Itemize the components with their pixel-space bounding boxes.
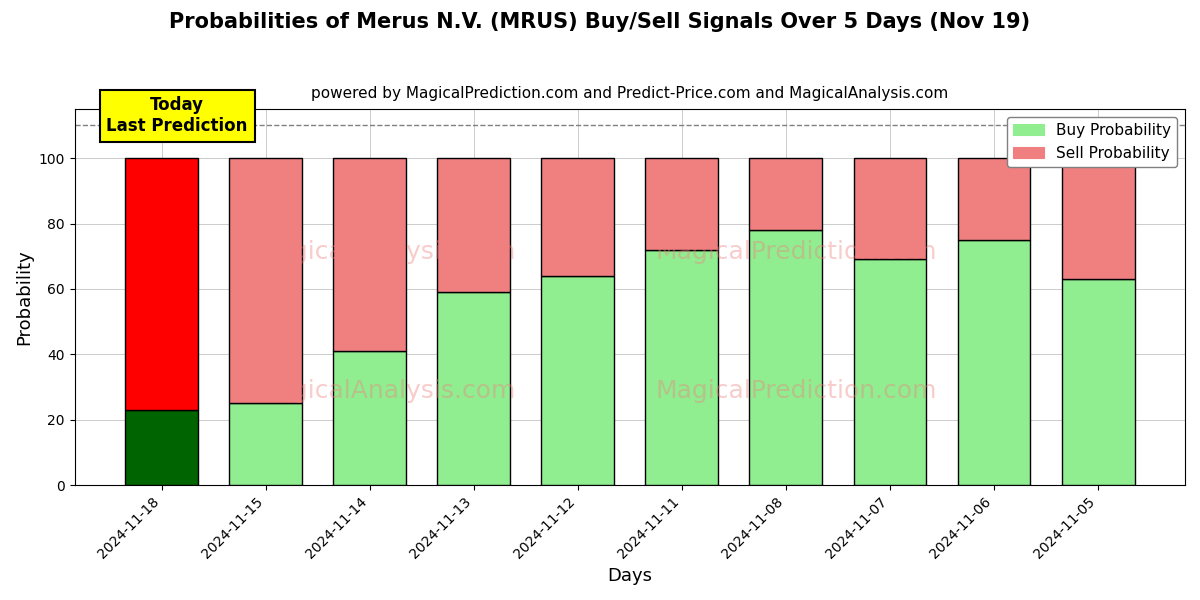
Bar — [334, 351, 406, 485]
Bar — [229, 158, 302, 403]
Bar — [125, 410, 198, 485]
Bar — [958, 158, 1031, 240]
Bar — [958, 240, 1031, 485]
Bar — [541, 276, 614, 485]
Bar — [646, 250, 719, 485]
Bar — [437, 292, 510, 485]
Bar — [125, 158, 198, 410]
Bar — [853, 259, 926, 485]
Text: MagicalAnalysis.com: MagicalAnalysis.com — [256, 379, 516, 403]
Text: MagicalAnalysis.com: MagicalAnalysis.com — [256, 240, 516, 264]
Bar — [1062, 279, 1134, 485]
Bar — [541, 158, 614, 276]
Legend: Buy Probability, Sell Probability: Buy Probability, Sell Probability — [1007, 117, 1177, 167]
Bar — [437, 158, 510, 292]
Bar — [750, 230, 822, 485]
Text: MagicalPrediction.com: MagicalPrediction.com — [655, 240, 937, 264]
Bar — [750, 158, 822, 230]
Text: Today
Last Prediction: Today Last Prediction — [107, 97, 248, 135]
Text: MagicalPrediction.com: MagicalPrediction.com — [655, 379, 937, 403]
Bar — [853, 158, 926, 259]
Text: Probabilities of Merus N.V. (MRUS) Buy/Sell Signals Over 5 Days (Nov 19): Probabilities of Merus N.V. (MRUS) Buy/S… — [169, 12, 1031, 32]
X-axis label: Days: Days — [607, 567, 653, 585]
Title: powered by MagicalPrediction.com and Predict-Price.com and MagicalAnalysis.com: powered by MagicalPrediction.com and Pre… — [311, 86, 948, 101]
Bar — [334, 158, 406, 351]
Bar — [646, 158, 719, 250]
Bar — [229, 403, 302, 485]
Y-axis label: Probability: Probability — [16, 249, 34, 345]
Bar — [1062, 158, 1134, 279]
